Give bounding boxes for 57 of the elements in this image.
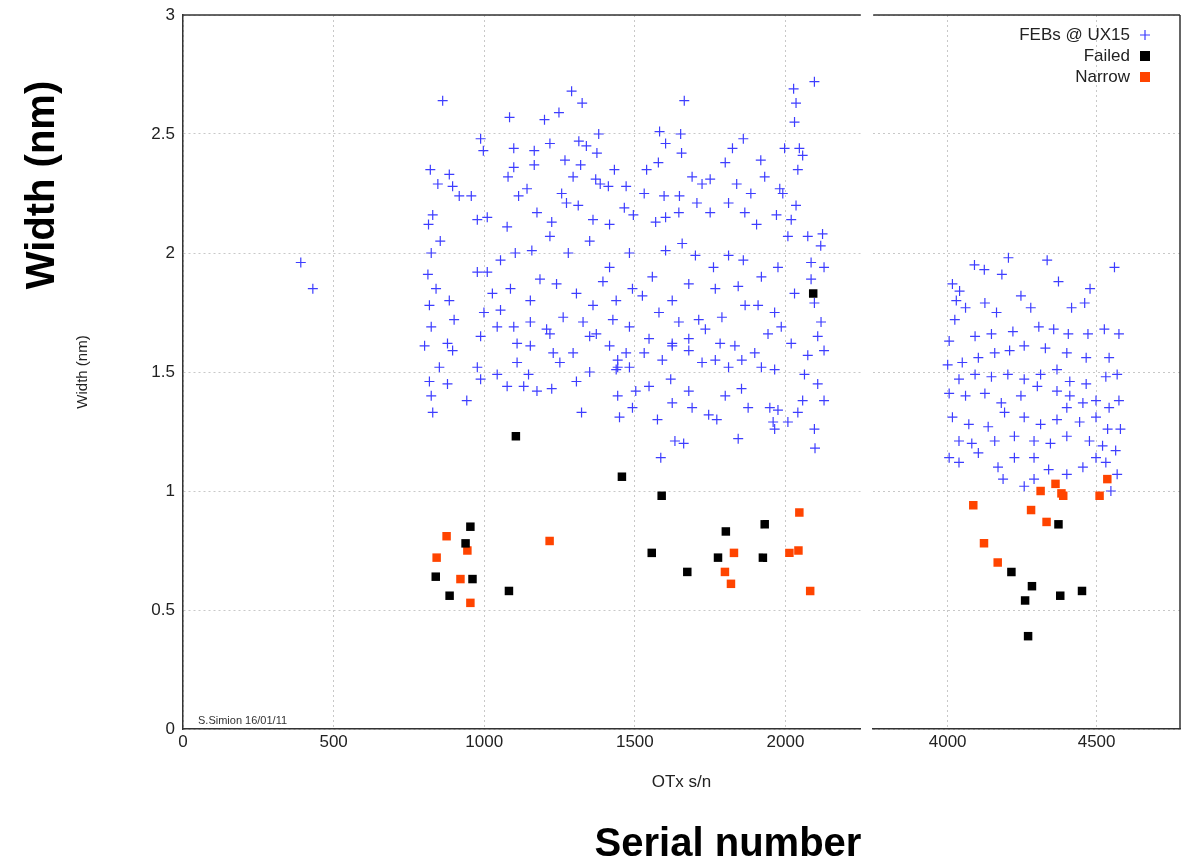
annotation: S.Simion 16/01/11 — [198, 713, 288, 726]
legend-label: FEBs @ UX15 — [1019, 24, 1130, 44]
point — [785, 548, 794, 558]
point — [647, 548, 656, 558]
point — [617, 472, 627, 481]
legend-label: Narrow — [1075, 66, 1131, 86]
point — [683, 567, 692, 577]
y-tick-label: 0.5 — [151, 599, 175, 619]
point — [713, 553, 723, 562]
point — [466, 598, 475, 608]
point — [511, 432, 521, 441]
y-tick-label: 1.5 — [151, 361, 175, 381]
point — [1036, 486, 1045, 496]
point — [431, 572, 440, 581]
point — [968, 501, 978, 510]
y-tick-label: 2 — [165, 242, 175, 262]
x-tick-label: 1000 — [465, 731, 504, 751]
point — [795, 508, 804, 517]
x-tick-label: 0 — [178, 731, 188, 751]
x-tick-label: 500 — [319, 731, 348, 751]
point — [1020, 596, 1030, 605]
x-tick-label: 1500 — [615, 731, 654, 751]
point — [1102, 474, 1112, 484]
point — [1055, 591, 1065, 600]
y-tick-label: 3 — [165, 4, 175, 24]
text: Serial number — [594, 820, 862, 865]
y-tick-label: 1 — [165, 480, 175, 500]
point — [466, 522, 475, 531]
x-tick-label: 4500 — [1077, 731, 1116, 751]
point — [1007, 567, 1016, 577]
point — [657, 491, 666, 500]
point — [760, 520, 769, 529]
x-tick-label: 4000 — [928, 731, 967, 751]
point — [432, 553, 441, 562]
point — [721, 527, 731, 536]
text: Width (nm) — [17, 80, 63, 290]
point — [1054, 520, 1063, 529]
point — [758, 553, 768, 562]
point — [993, 558, 1002, 567]
y-axis-title: Width (nm) — [73, 335, 91, 409]
x-axis-title: OTx s/n — [651, 772, 712, 792]
x-tick-label: 2000 — [766, 731, 805, 751]
point — [794, 546, 803, 555]
point — [979, 539, 989, 548]
point — [456, 574, 465, 584]
point — [442, 531, 451, 541]
y-tick-label: 0 — [165, 718, 175, 738]
legend-label: Failed — [1083, 45, 1130, 65]
point — [1095, 491, 1104, 500]
point — [461, 539, 470, 548]
point — [1042, 517, 1051, 527]
point — [808, 289, 818, 298]
point — [545, 536, 554, 546]
point — [468, 574, 477, 584]
point — [445, 591, 454, 600]
point — [1051, 479, 1060, 489]
y-tick-label: 2.5 — [151, 123, 175, 143]
